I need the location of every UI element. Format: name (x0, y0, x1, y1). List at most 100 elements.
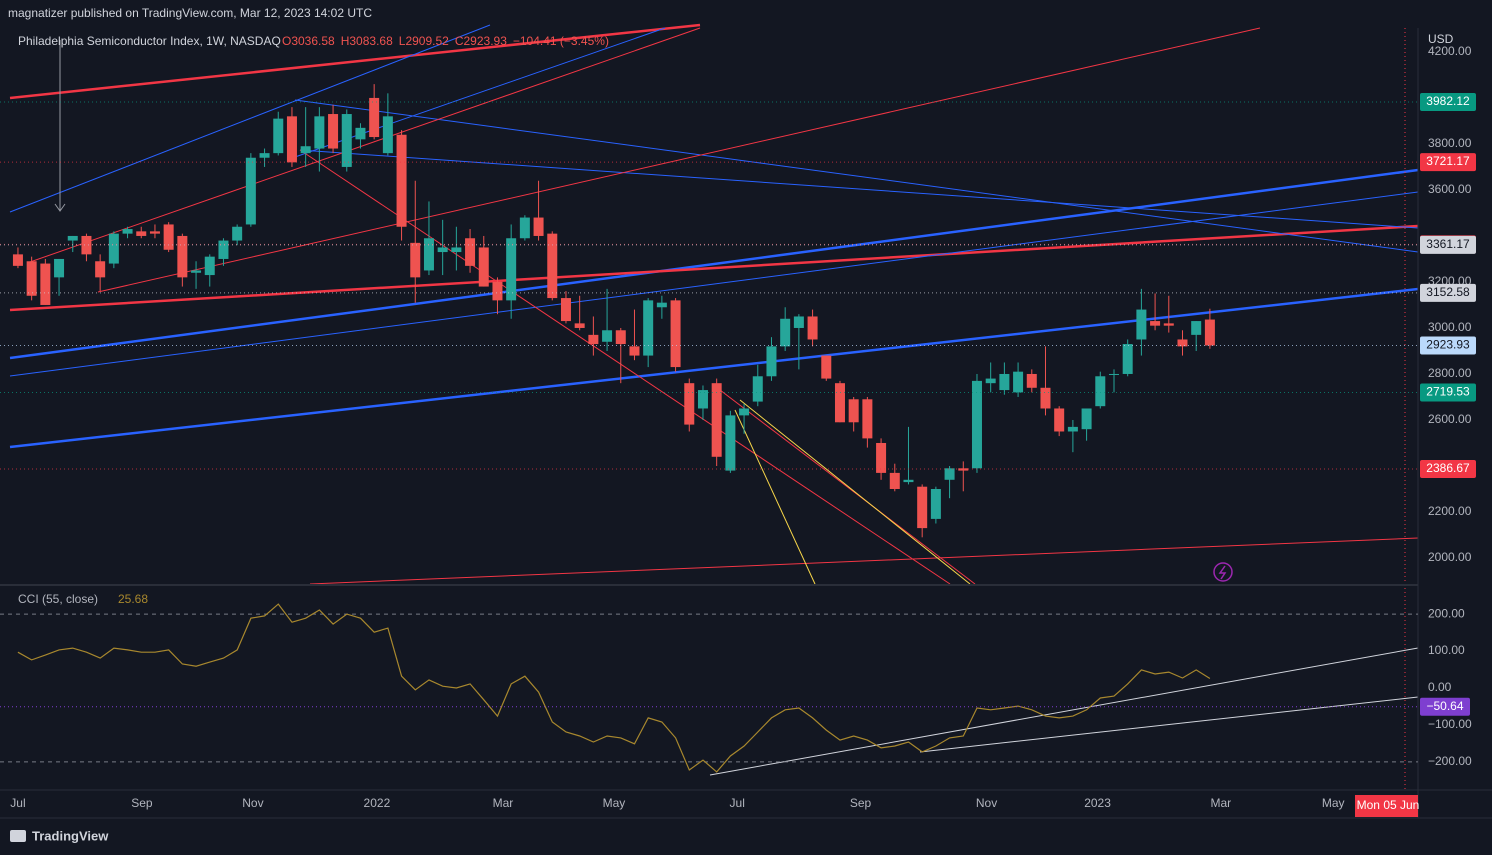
candle-body (1108, 373, 1119, 375)
x-tick-label: Sep (131, 796, 153, 810)
candle-body (328, 114, 339, 149)
x-tick-label: May (1322, 796, 1345, 810)
candle-body (588, 334, 599, 345)
candle-body (793, 316, 804, 328)
x-tick-label: 2023 (1084, 796, 1111, 810)
candle-body (163, 224, 174, 250)
x-tick-label: Mar (493, 796, 514, 810)
candle-body (1095, 376, 1106, 407)
drawings (0, 23, 1492, 842)
candle-body (177, 235, 188, 278)
candle-body (369, 97, 380, 138)
candle-body (519, 217, 530, 239)
candle-body (232, 226, 243, 241)
candle-body (1081, 408, 1092, 430)
candle-body (410, 242, 421, 278)
x-tick-label: May (603, 796, 626, 810)
y-tick-label: 0.00 (1428, 680, 1452, 694)
candle-body (286, 116, 297, 163)
candle-body (245, 157, 256, 225)
candle-body (259, 153, 270, 158)
candle-body (423, 238, 434, 271)
candle-body (300, 146, 311, 154)
price-badge-label: 2923.93 (1426, 338, 1470, 352)
candle-body (1040, 387, 1051, 409)
price-badge-label: 3152.58 (1426, 285, 1470, 299)
candle-body (451, 247, 462, 253)
candle-body (903, 479, 914, 483)
price-badge (1420, 460, 1476, 479)
candle-body (95, 261, 106, 278)
x-tick-label: Sep (850, 796, 872, 810)
price-badge (1420, 93, 1476, 112)
candle-body (478, 247, 489, 287)
price-badge (1420, 153, 1476, 172)
price-badge (1420, 235, 1476, 254)
candle-body (862, 399, 873, 439)
x-tick-label: Jul (730, 796, 745, 810)
x-tick-label: Nov (242, 796, 263, 810)
candle-body (12, 254, 23, 266)
price-badge-label: 3361.17 (1426, 237, 1470, 251)
candle-body (711, 383, 722, 457)
candle-body (547, 233, 558, 299)
price-badge (1420, 283, 1476, 302)
currency: USD (1428, 32, 1454, 46)
candle-body (574, 323, 585, 328)
candle-body (26, 261, 37, 296)
candle-body (848, 399, 859, 423)
y-tick-label: −100.00 (1428, 717, 1472, 731)
candle-body (1177, 339, 1188, 347)
candle-body (560, 298, 571, 322)
candle-body (752, 376, 763, 402)
y-tick-label: 3600.00 (1428, 182, 1472, 196)
price-badge-label: 3721.17 (1426, 154, 1470, 168)
y-tick-label: −200.00 (1428, 754, 1472, 768)
candle-body (697, 390, 708, 409)
price-badge-label: 3982.12 (1426, 94, 1470, 108)
candle-body (1122, 344, 1133, 374)
cci-line (17, 603, 1211, 773)
candle-body (971, 380, 982, 469)
candle-body (876, 442, 887, 473)
candle-body (834, 383, 845, 423)
candle-body (999, 373, 1010, 391)
candle-body (821, 355, 832, 379)
candle-body (122, 229, 133, 234)
candle-body (314, 116, 325, 149)
ohlc-legend: O3036.58 (282, 34, 335, 48)
chart-title: Philadelphia Semiconductor Index, 1W, NA… (18, 34, 281, 48)
candle-body (629, 346, 640, 356)
candle-body (382, 116, 393, 154)
candle-body (1150, 321, 1161, 326)
candle-body (355, 127, 366, 140)
candle-body (780, 318, 791, 347)
candle-body (615, 330, 626, 345)
candle-body (40, 263, 51, 305)
y-tick-label: 4200.00 (1428, 44, 1472, 58)
indicator-value: 25.68 (118, 592, 148, 606)
candle-body (396, 134, 407, 227)
candle-body (739, 408, 750, 416)
y-tick-label: 2800.00 (1428, 366, 1472, 380)
candle-body (944, 468, 955, 480)
candle-body (725, 415, 736, 471)
candle-body (1191, 321, 1202, 335)
candle-body (684, 383, 695, 425)
candle-body (1163, 323, 1174, 326)
candle-body (67, 235, 78, 241)
y-tick-label: 3000.00 (1428, 320, 1472, 334)
candle-body (533, 217, 544, 236)
y-tick-label: 2200.00 (1428, 504, 1472, 518)
candle-body (81, 235, 92, 255)
price-badge (1420, 336, 1476, 355)
candle-body (1013, 371, 1024, 393)
ohlc-legend: L2909.52 (399, 34, 449, 48)
x-tick-label: Jul (10, 796, 25, 810)
candle-body (492, 281, 503, 301)
candle-body (807, 316, 818, 340)
ohlc-legend: −104.41 (−3.45%) (513, 34, 609, 48)
candle-body (437, 247, 448, 253)
